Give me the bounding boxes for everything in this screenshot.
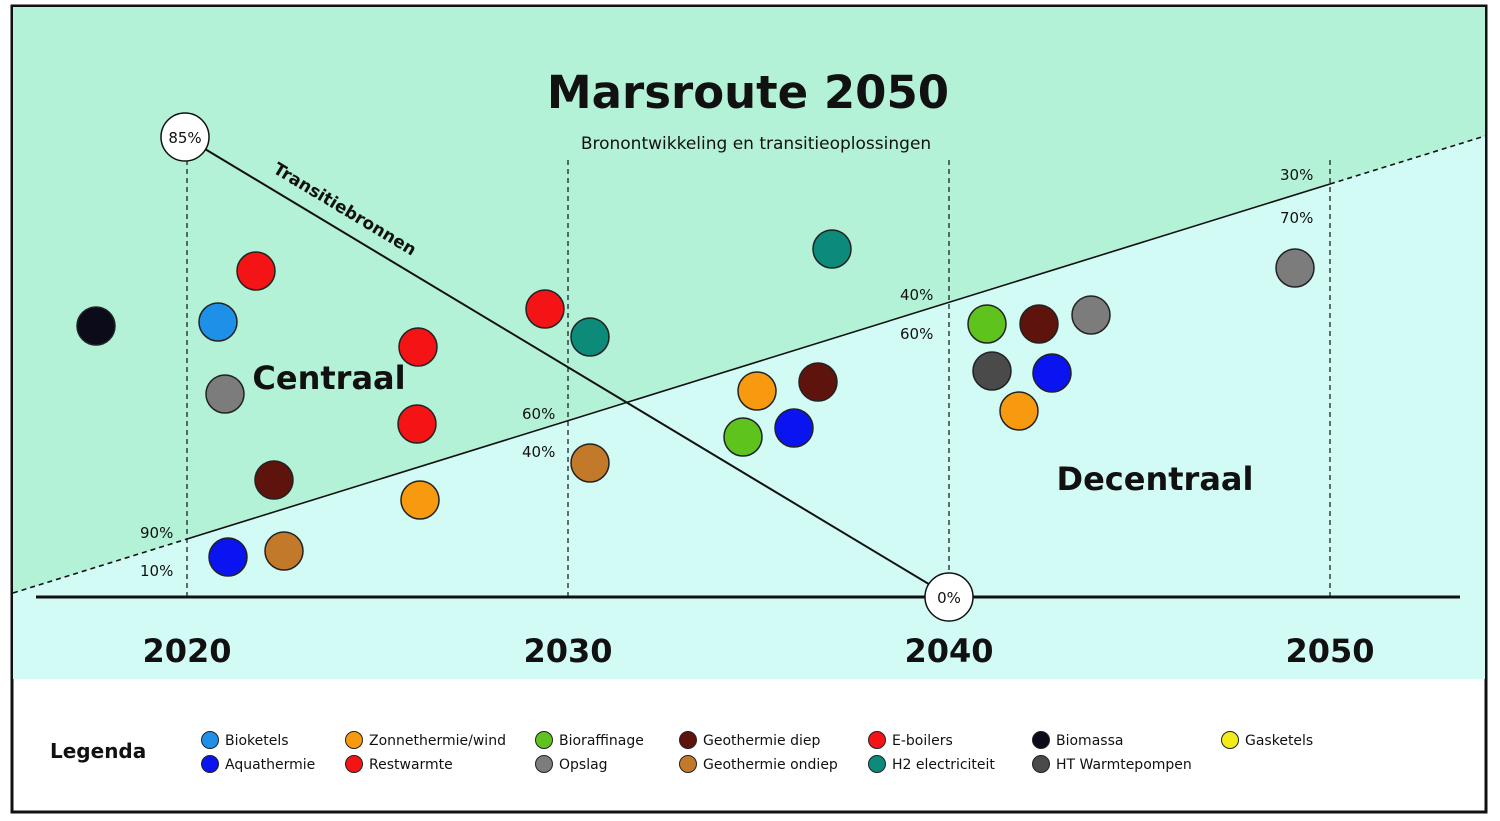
year-label-2020: 2020 — [142, 632, 231, 670]
legend-item-bioketels: Bioketels — [201, 731, 289, 749]
dot-bioraffinage — [723, 417, 763, 457]
legend-swatch — [1221, 731, 1239, 749]
transition-end-label: 0% — [937, 589, 961, 607]
legend-label: E-boilers — [892, 733, 953, 749]
dot-geo-diep — [1019, 304, 1059, 344]
legend-swatch — [1032, 731, 1050, 749]
legend-item-opslag: Opslag — [535, 755, 608, 773]
split-2030-central: 60% — [522, 405, 555, 423]
transition-start-marker — [160, 112, 210, 162]
legend-swatch — [679, 755, 697, 773]
legend-label: Geothermie diep — [703, 733, 820, 749]
dot-restwarmte — [398, 327, 438, 367]
legend-label: Gasketels — [1245, 733, 1313, 749]
split-2050-decentral: 70% — [1280, 209, 1313, 227]
dot-geo-ondiep — [570, 443, 610, 483]
source-dots — [76, 229, 1315, 577]
legend-label: Restwarmte — [369, 757, 453, 773]
page-subtitle: Bronontwikkeling en transitieoplossingen — [581, 134, 931, 154]
legend-swatch — [1032, 755, 1050, 773]
year-label-2050: 2050 — [1285, 632, 1374, 670]
dot-biomassa — [76, 306, 116, 346]
region-label-central: Centraal — [252, 359, 405, 397]
legend-item-geo-diep: Geothermie diep — [679, 731, 820, 749]
legend-title: Legenda — [50, 739, 146, 763]
legend-swatch — [868, 755, 886, 773]
legend-item-restwarmte: Restwarmte — [345, 755, 453, 773]
legend-label: Geothermie ondiep — [703, 757, 838, 773]
dot-h2 — [812, 229, 852, 269]
dot-h2 — [570, 317, 610, 357]
split-line — [186, 183, 1331, 540]
legend-item-eboilers: E-boilers — [868, 731, 953, 749]
split-2020-central: 90% — [140, 524, 173, 542]
legend-item-geo-ondiep: Geothermie ondiep — [679, 755, 838, 773]
split-2040-decentral: 60% — [900, 325, 933, 343]
legend-item-bioraffinage: Bioraffinage — [535, 731, 644, 749]
legend-label: Biomassa — [1056, 733, 1123, 749]
legend-label: Bioraffinage — [559, 733, 644, 749]
dot-zonnethermie — [999, 391, 1039, 431]
split-2040-central: 40% — [900, 286, 933, 304]
legend-swatch — [345, 755, 363, 773]
legend-item-zonnethermie: Zonnethermie/wind — [345, 731, 506, 749]
dot-ht-warmtepompen — [972, 351, 1012, 391]
split-line-dashed-right — [1329, 135, 1486, 185]
dot-eboilers — [236, 251, 276, 291]
dot-aquathermie — [774, 408, 814, 448]
split-2030-decentral: 40% — [522, 443, 555, 461]
legend-label: H2 electriciteit — [892, 757, 995, 773]
legend-label: Zonnethermie/wind — [369, 733, 506, 749]
split-2050-central: 30% — [1280, 166, 1313, 184]
legend-swatch — [535, 755, 553, 773]
legend-label: Bioketels — [225, 733, 289, 749]
legend-swatch — [201, 755, 219, 773]
page-title: Marsroute 2050 — [547, 66, 949, 119]
legend-swatch — [868, 731, 886, 749]
dot-aquathermie — [208, 537, 248, 577]
region-label-decentral: Decentraal — [1057, 460, 1254, 498]
legend-label: HT Warmtepompen — [1056, 757, 1192, 773]
dot-geo-ondiep — [264, 531, 304, 571]
legend-item-h2: H2 electriciteit — [868, 755, 995, 773]
dot-geo-diep — [798, 362, 838, 402]
central-background — [13, 7, 1485, 593]
transition-line — [184, 136, 948, 596]
dot-bioketels — [198, 302, 238, 342]
dot-opslag — [1275, 248, 1315, 288]
split-2020-decentral: 10% — [140, 562, 173, 580]
legend-label: Aquathermie — [225, 757, 315, 773]
legend-swatch — [345, 731, 363, 749]
dot-opslag — [1071, 295, 1111, 335]
dot-geo-diep — [254, 460, 294, 500]
dot-eboilers — [397, 404, 437, 444]
dot-zonnethermie — [400, 480, 440, 520]
dot-restwarmte — [525, 289, 565, 329]
legend-swatch — [679, 731, 697, 749]
legend: Bioketels Aquathermie Zonnethermie/wind Res… — [201, 731, 1313, 773]
legend-item-ht-warmtepompen: HT Warmtepompen — [1032, 755, 1192, 773]
year-label-2030: 2030 — [523, 632, 612, 670]
legend-item-gasketels: Gasketels — [1221, 731, 1313, 749]
dot-bioraffinage — [967, 304, 1007, 344]
transition-start-label: 85% — [168, 129, 201, 147]
dot-aquathermie — [1032, 353, 1072, 393]
year-label-2040: 2040 — [904, 632, 993, 670]
legend-swatch — [535, 731, 553, 749]
legend-swatch — [201, 731, 219, 749]
legend-item-aquathermie: Aquathermie — [201, 755, 315, 773]
legend-item-biomassa: Biomassa — [1032, 731, 1123, 749]
transition-end-marker — [924, 572, 974, 622]
dot-opslag — [205, 374, 245, 414]
dot-zonnethermie — [737, 371, 777, 411]
legend-label: Opslag — [559, 757, 608, 773]
split-line-dashed-left — [12, 538, 188, 594]
